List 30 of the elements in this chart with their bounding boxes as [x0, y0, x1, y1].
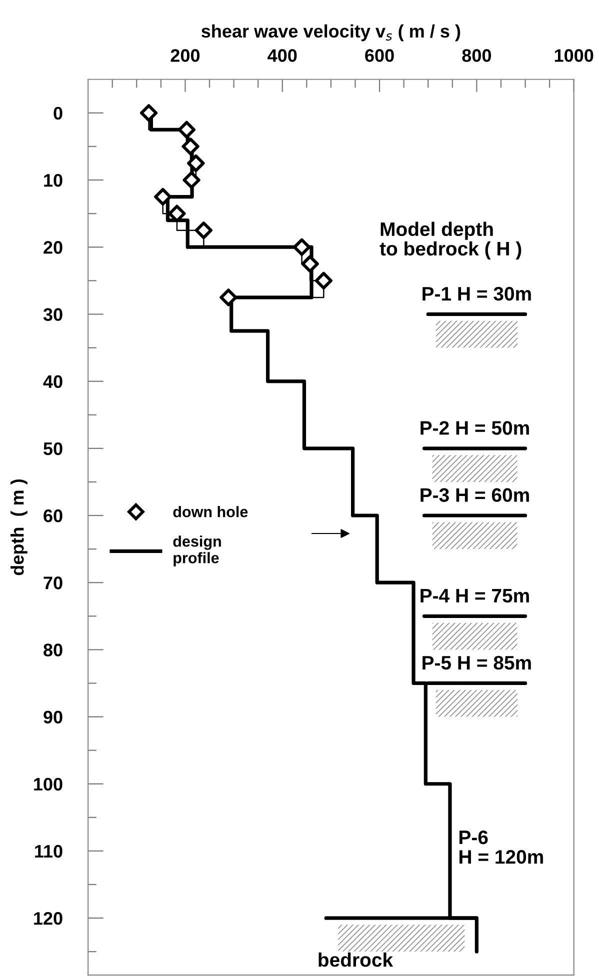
y-tick-label: 100 — [34, 778, 62, 791]
x-tick-label: 600 — [365, 49, 394, 62]
y-axis-title: depth ( m ) — [10, 479, 28, 576]
annotation: P-4 H = 75m — [420, 589, 529, 603]
x-tick-label: 200 — [170, 49, 200, 62]
y-tick-label: 20 — [44, 241, 62, 254]
legend-label: down hole — [173, 506, 248, 518]
y-tick-label: 70 — [44, 576, 62, 590]
y-tick-label: 10 — [44, 174, 62, 187]
x-tick-label: 800 — [462, 49, 492, 62]
annotation: bedrock — [318, 952, 394, 967]
annotation: P-2 H = 50m — [420, 421, 529, 435]
y-tick-label: 30 — [43, 308, 62, 321]
y-tick-label: 110 — [35, 844, 62, 858]
annotation: P-5 H = 85m — [422, 656, 531, 670]
y-tick-label: 0 — [54, 106, 62, 120]
y-tick-label: 120 — [34, 912, 62, 925]
x-tick-label: 400 — [268, 49, 297, 62]
y-tick-label: 40 — [43, 375, 62, 388]
x-axis-title: shear wave velocity v$_{s}$ ( m / s ) — [201, 24, 460, 42]
legend-label: design profile — [173, 536, 221, 566]
x-tick-label: 1000 — [554, 49, 594, 62]
y-tick-label: 80 — [44, 644, 62, 656]
annotation: P-1 H = 30m — [422, 286, 531, 301]
y-tick-label: 60 — [44, 509, 62, 522]
annotation: P-6 H = 120m — [460, 830, 543, 864]
annotation: P-3 H = 60m — [420, 488, 529, 502]
annotation: Model depth to bedrock ( H ) — [380, 222, 522, 260]
y-tick-label: 90 — [44, 710, 62, 724]
y-tick-label: 50 — [44, 442, 62, 456]
